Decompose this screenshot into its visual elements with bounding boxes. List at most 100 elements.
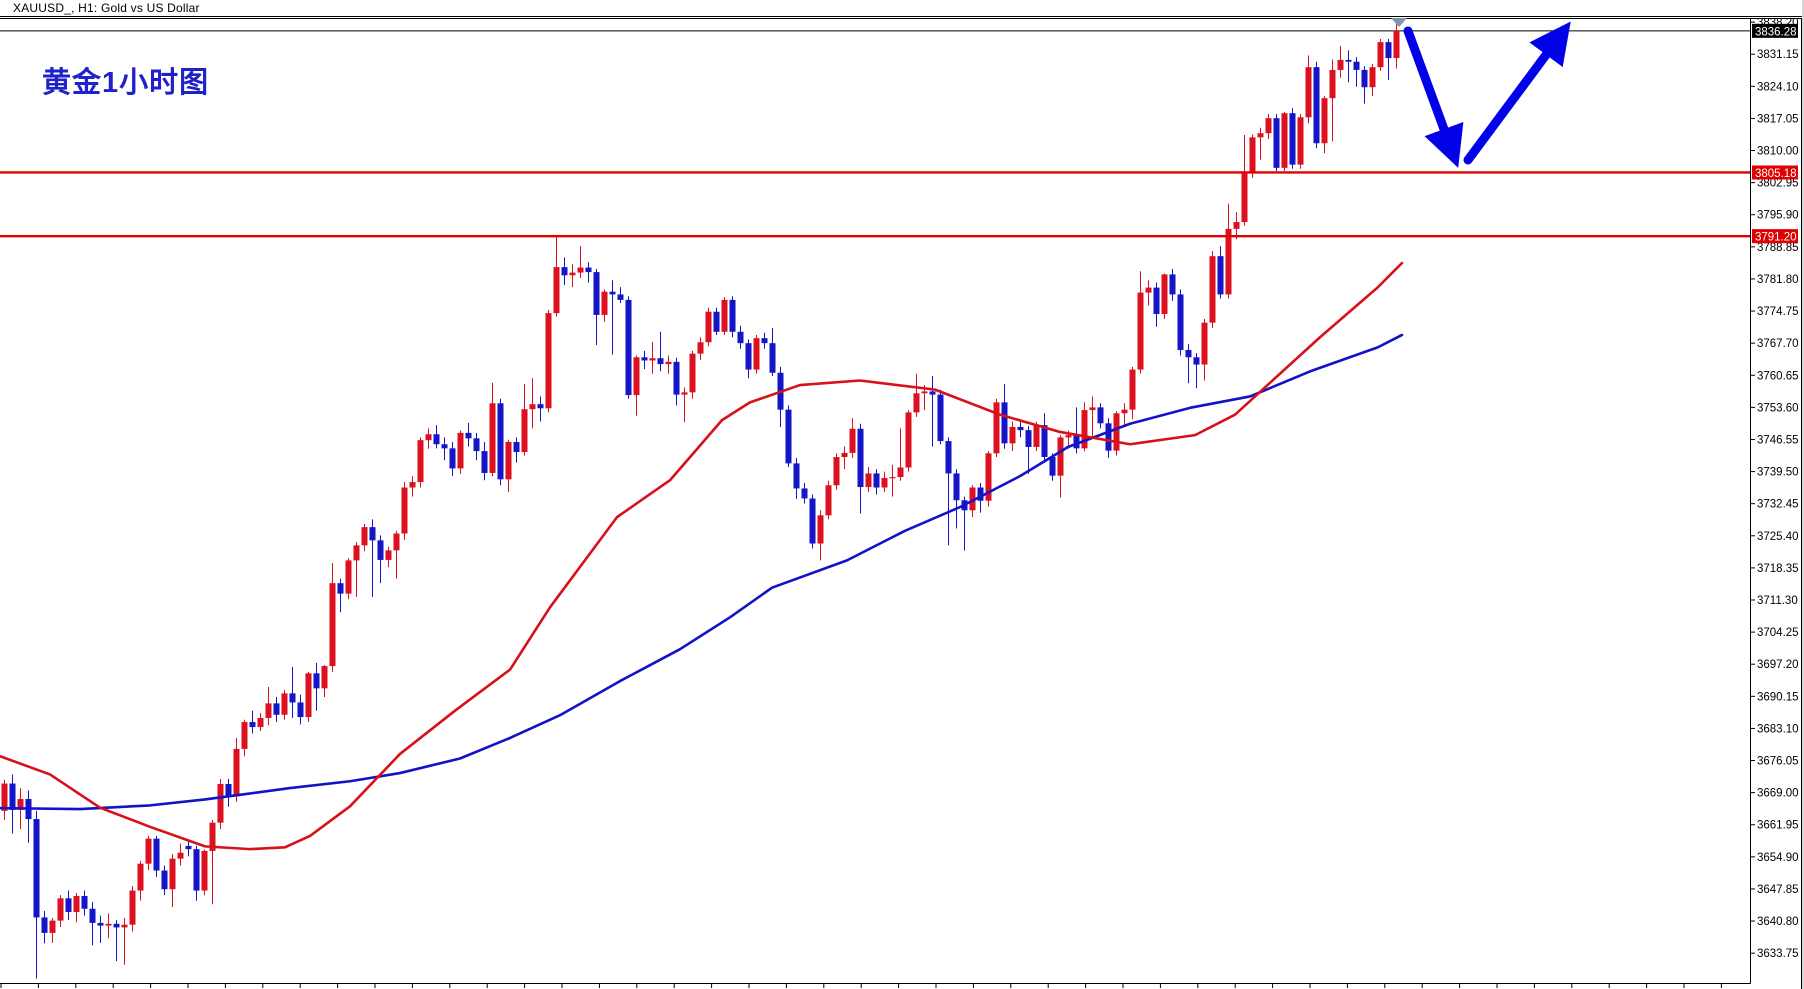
candle-body [833, 457, 840, 486]
candle-body [209, 822, 216, 851]
candles-series [1, 18, 1400, 979]
candle-body [1017, 426, 1024, 431]
candle [513, 437, 520, 463]
candle-body [1369, 67, 1376, 88]
price-axis-label: 3810.00 [1757, 146, 1799, 158]
moving-average-blue [0, 333, 1404, 811]
candle [361, 523, 368, 552]
candle-body [1145, 287, 1152, 293]
candle [1169, 268, 1176, 301]
candle-body [1025, 430, 1032, 447]
candle-body [537, 404, 544, 409]
candle [497, 398, 504, 486]
candle [1313, 61, 1320, 149]
price-axis-label: 3690.15 [1757, 691, 1799, 703]
candle-body [257, 717, 264, 728]
candle-body [785, 409, 792, 464]
chart-window-titlebar[interactable]: XAUUSD_, H1: Gold vs US Dollar [0, 0, 1802, 17]
candle [993, 398, 1000, 458]
price-axis-label: 3711.30 [1757, 595, 1798, 607]
candle-body [401, 487, 408, 534]
candle-body [321, 666, 328, 689]
candle [337, 578, 344, 613]
candle-body [289, 693, 296, 703]
candle [153, 835, 160, 877]
candle-body [697, 342, 704, 354]
candle-body [1329, 69, 1336, 99]
candle [1305, 55, 1312, 124]
candle-body [585, 267, 592, 273]
candle-body [721, 299, 728, 332]
candle [121, 917, 128, 965]
candle [1241, 135, 1248, 226]
candle-body [1321, 98, 1328, 144]
candle [1201, 319, 1208, 381]
price-axis-label: 3725.40 [1757, 531, 1799, 543]
price-axis-label: 3838.20 [1757, 18, 1799, 29]
candle-body [313, 673, 320, 689]
candle [145, 835, 152, 871]
candle-body [689, 353, 696, 393]
candle [705, 307, 712, 347]
price-axis-label: 3753.60 [1757, 402, 1799, 414]
candle [289, 666, 296, 718]
candle [249, 710, 256, 734]
arrow-anchor-marker[interactable] [1391, 18, 1407, 27]
candle [721, 297, 728, 335]
candle [673, 357, 680, 406]
candle [113, 920, 120, 962]
arrow-down-annotation[interactable] [1403, 26, 1464, 168]
candle [1089, 396, 1096, 438]
candlestick-chart-canvas[interactable]: 3838.20 3831.15 3824.10 3817.05 3810.00 3802.… [0, 18, 1804, 989]
candle-body [937, 394, 944, 442]
candle [257, 712, 264, 732]
candle-body [913, 393, 920, 413]
candle-body [513, 441, 520, 452]
candle-body [809, 498, 816, 544]
chart-area[interactable]: 3838.20 3831.15 3824.10 3817.05 3810.00 3802.… [0, 18, 1804, 989]
candle-body [129, 890, 136, 925]
candle-body [169, 858, 176, 890]
arrow-up-annotation[interactable] [1463, 21, 1571, 165]
price-axis-label: 3718.35 [1757, 563, 1799, 575]
candle [537, 396, 544, 422]
candle-body [1249, 137, 1256, 173]
candle [1041, 413, 1048, 463]
candle-body [737, 331, 744, 344]
candle-body [225, 783, 232, 797]
candle-body [145, 838, 152, 864]
price-axis-label: 3781.80 [1757, 274, 1799, 286]
candle [793, 457, 800, 499]
candle-body [817, 515, 824, 544]
candle-body [665, 361, 672, 365]
candle [729, 296, 736, 338]
candle-body [177, 852, 184, 859]
candle [345, 558, 352, 600]
candle-body [1201, 322, 1208, 365]
price-axis-label: 3683.10 [1757, 723, 1799, 735]
candle-body [745, 343, 752, 370]
price-axis-label: 3739.50 [1757, 467, 1799, 479]
candle [81, 890, 88, 916]
price-axis-label: 3654.90 [1757, 852, 1799, 864]
candle [273, 697, 280, 723]
price-tag: 3836.28 [1752, 23, 1798, 38]
candle-body [633, 357, 640, 396]
candle [905, 410, 912, 472]
candle-body [161, 870, 168, 890]
candle [217, 778, 224, 830]
candle [1289, 108, 1296, 169]
candle-body [953, 473, 960, 501]
chart-window-title: XAUUSD_, H1: Gold vs US Dollar [13, 1, 200, 15]
price-axis-label: 3831.15 [1757, 49, 1799, 61]
candle [913, 373, 920, 417]
price-axis-label: 3788.85 [1757, 242, 1799, 254]
candle-body [465, 432, 472, 439]
candle-body [977, 487, 984, 501]
candle-body [425, 434, 432, 441]
candle [385, 546, 392, 568]
candle [329, 563, 336, 672]
candle [1145, 280, 1152, 306]
candle [1017, 421, 1024, 438]
